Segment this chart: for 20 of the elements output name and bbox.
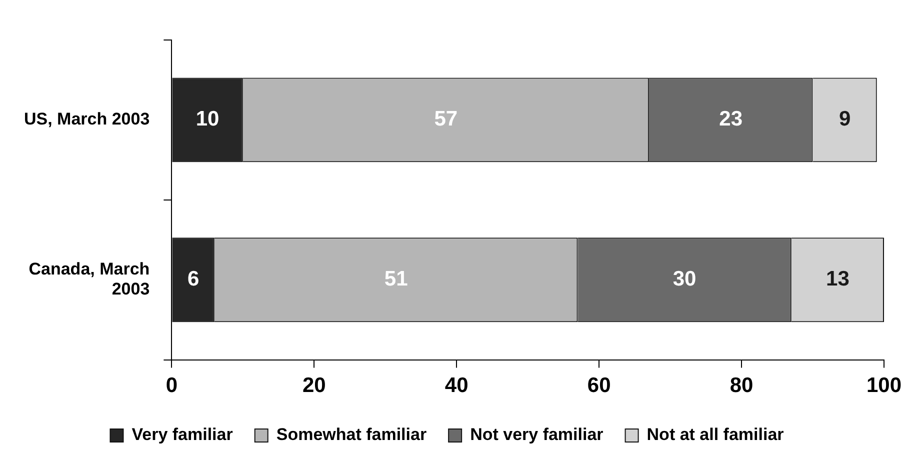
data-label: 13: [826, 268, 850, 291]
x-tick-label: 20: [302, 374, 326, 398]
x-tick-label: 0: [166, 374, 178, 398]
x-tick-label: 100: [866, 374, 902, 398]
data-label: 30: [672, 268, 696, 291]
data-label: 10: [196, 108, 220, 131]
legend-label: Not at all familiar: [646, 425, 784, 444]
y-tick-label: Canada, March 2003: [28, 259, 150, 299]
data-label: 6: [187, 268, 200, 291]
legend-label: Somewhat familiar: [276, 425, 427, 444]
data-label: 9: [838, 108, 851, 131]
legend-label: Very familiar: [132, 425, 234, 444]
data-label: 23: [719, 108, 743, 131]
data-label: 51: [384, 268, 408, 291]
x-tick-label: 80: [730, 374, 754, 398]
legend-label: Not very familiar: [470, 425, 604, 444]
x-tick-label: 60: [587, 374, 611, 398]
data-label: 57: [434, 108, 458, 131]
y-tick-label: US, March 2003: [24, 110, 150, 129]
x-tick-label: 40: [444, 374, 468, 398]
